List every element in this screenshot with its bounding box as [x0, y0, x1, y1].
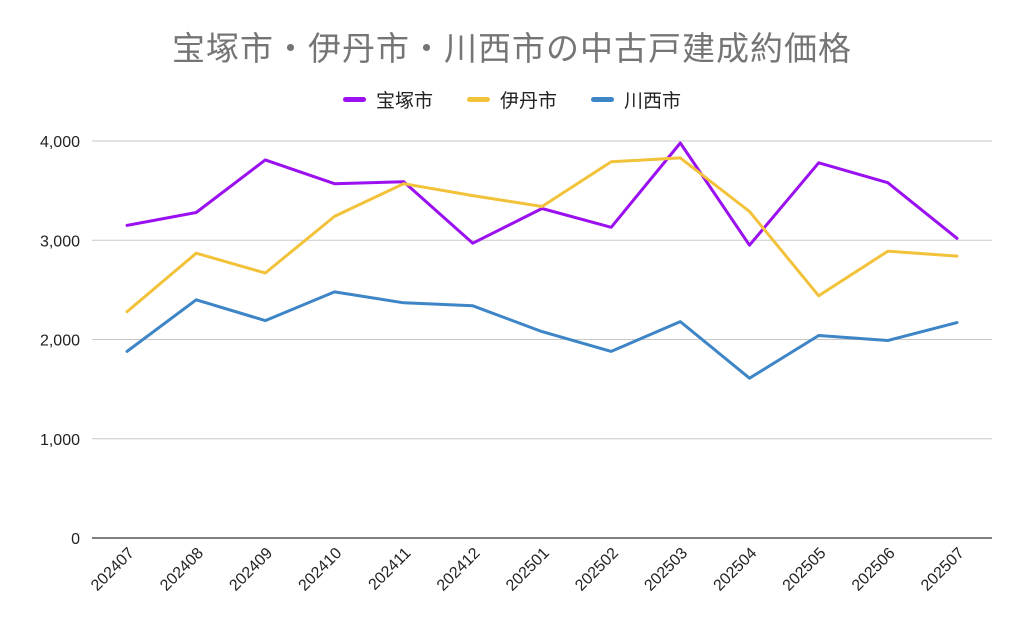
y-axis-ticks: 0 1,000 2,000 3,000 4,000	[40, 134, 80, 548]
x-tick-label: 202504	[711, 545, 761, 595]
x-tick-label: 202501	[503, 545, 553, 595]
y-tick-label: 0	[71, 531, 80, 548]
x-tick-label: 202506	[849, 545, 899, 595]
x-tick-label: 202409	[226, 545, 276, 595]
legend-swatch-itami	[466, 97, 490, 102]
legend-label-kawanishi: 川西市	[624, 90, 682, 112]
x-tick-label: 202505	[780, 545, 830, 595]
x-tick-label: 202410	[296, 545, 346, 595]
chart-title: 宝塚市・伊丹市・川西市の中古戸建成約価格	[172, 29, 852, 68]
x-tick-label: 202411	[366, 545, 415, 594]
legend-swatch-kawanishi	[591, 97, 614, 102]
series-lines	[125, 141, 959, 380]
x-axis-ticks: 202407 202408 202409 202410 202411 202412 2025…	[88, 545, 968, 595]
y-tick-label: 3,000	[40, 233, 80, 250]
y-tick-label: 4,000	[40, 134, 80, 151]
legend-item-itami: 伊丹市	[466, 86, 557, 113]
legend-item-takarazuka: 宝塚市	[342, 86, 433, 113]
series-line-line-takarazuka	[125, 141, 959, 247]
x-tick-label: 202408	[157, 545, 207, 595]
legend-swatch-takarazuka	[342, 97, 366, 102]
legend-label-itami: 伊丹市	[499, 90, 557, 112]
y-tick-label: 2,000	[40, 333, 80, 350]
x-tick-label: 202507	[918, 545, 968, 595]
series-line-line-itami	[125, 156, 959, 314]
x-tick-label: 202503	[641, 545, 691, 595]
legend-label-takarazuka: 宝塚市	[375, 90, 433, 112]
gridlines	[92, 140, 992, 539]
legend: 宝塚市 伊丹市 川西市	[0, 86, 1024, 113]
x-tick-label: 202412	[434, 545, 484, 595]
x-tick-label: 202502	[572, 545, 622, 595]
legend-item-kawanishi: 川西市	[591, 86, 681, 113]
y-tick-label: 1,000	[40, 432, 80, 449]
series-line-line-kawanishi	[125, 290, 959, 380]
x-tick-label: 202407	[88, 545, 138, 595]
